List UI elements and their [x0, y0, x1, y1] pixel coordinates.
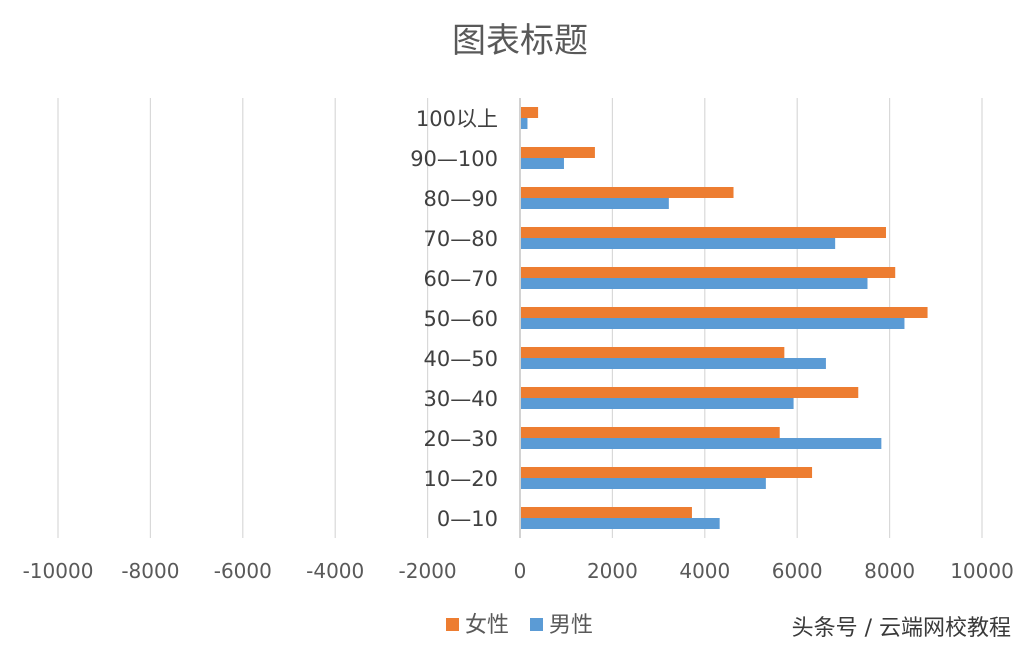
bar-male	[521, 478, 766, 489]
bar-male	[521, 398, 794, 409]
category-label: 40—50	[424, 347, 498, 371]
bar-female	[521, 187, 734, 198]
category-label: 70—80	[424, 227, 498, 251]
category-label: 0—10	[437, 507, 498, 531]
bar-female	[521, 427, 780, 438]
category-label: 30—40	[424, 387, 498, 411]
x-tick-label: -4000	[306, 559, 364, 583]
category-label: 80—90	[424, 187, 498, 211]
bar-female	[521, 307, 928, 318]
x-tick-label: 4000	[679, 559, 730, 583]
legend-swatch	[446, 618, 459, 631]
bar-female	[521, 467, 813, 478]
x-tick-label: 8000	[864, 559, 915, 583]
bar-male	[521, 158, 564, 169]
bar-female	[521, 107, 539, 118]
x-tick-label: -10000	[23, 559, 94, 583]
legend-label: 男性	[549, 613, 593, 638]
category-label: 50—60	[424, 307, 498, 331]
category-label: 100以上	[416, 107, 498, 131]
category-label: 60—70	[424, 267, 498, 291]
chart-title: 图表标题	[452, 21, 588, 61]
bar-male	[521, 518, 720, 529]
bar-male	[521, 438, 882, 449]
bar-male	[521, 318, 905, 329]
legend-swatch	[530, 618, 543, 631]
category-label: 10—20	[424, 467, 498, 491]
legend-label: 女性	[465, 613, 509, 638]
bar-male	[521, 198, 669, 209]
bar-male	[521, 278, 868, 289]
category-label: 90—100	[410, 147, 498, 171]
bar-female	[521, 267, 896, 278]
bar-male	[521, 238, 836, 249]
bar-female	[521, 147, 595, 158]
x-tick-label: 6000	[772, 559, 823, 583]
category-labels: 0—10 10—20 20—30 30—40 40—50 50—60 60—70 70—80 8…	[410, 107, 498, 531]
x-tick-label: 0	[514, 559, 527, 583]
x-tick-label: 10000	[950, 559, 1014, 583]
bars	[521, 107, 928, 529]
bar-female	[521, 507, 692, 518]
x-tick-labels: -10000 -8000 -6000 -4000 -2000 0 2000 4000 6000 8…	[23, 559, 1014, 583]
x-tick-label: -2000	[399, 559, 457, 583]
x-tick-label: -8000	[121, 559, 179, 583]
bar-male	[521, 358, 826, 369]
bar-female	[521, 227, 886, 238]
legend: 女性 男性	[446, 613, 593, 638]
bar-male	[521, 118, 528, 129]
x-tick-label: -6000	[214, 559, 272, 583]
watermark: 头条号 / 云端网校教程	[791, 616, 1011, 641]
x-tick-label: 2000	[587, 559, 638, 583]
bar-female	[521, 387, 859, 398]
category-label: 20—30	[424, 427, 498, 451]
bar-female	[521, 347, 785, 358]
